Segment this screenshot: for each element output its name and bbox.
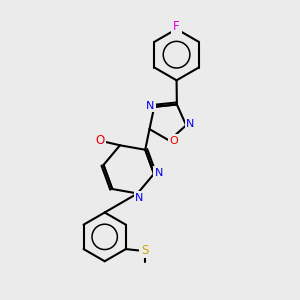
Text: S: S (141, 244, 148, 256)
Text: N: N (155, 168, 164, 178)
Text: O: O (95, 134, 104, 147)
Text: N: N (146, 100, 154, 111)
Text: O: O (169, 136, 178, 146)
Text: N: N (135, 193, 144, 203)
Text: F: F (173, 20, 180, 33)
Text: N: N (186, 119, 195, 129)
